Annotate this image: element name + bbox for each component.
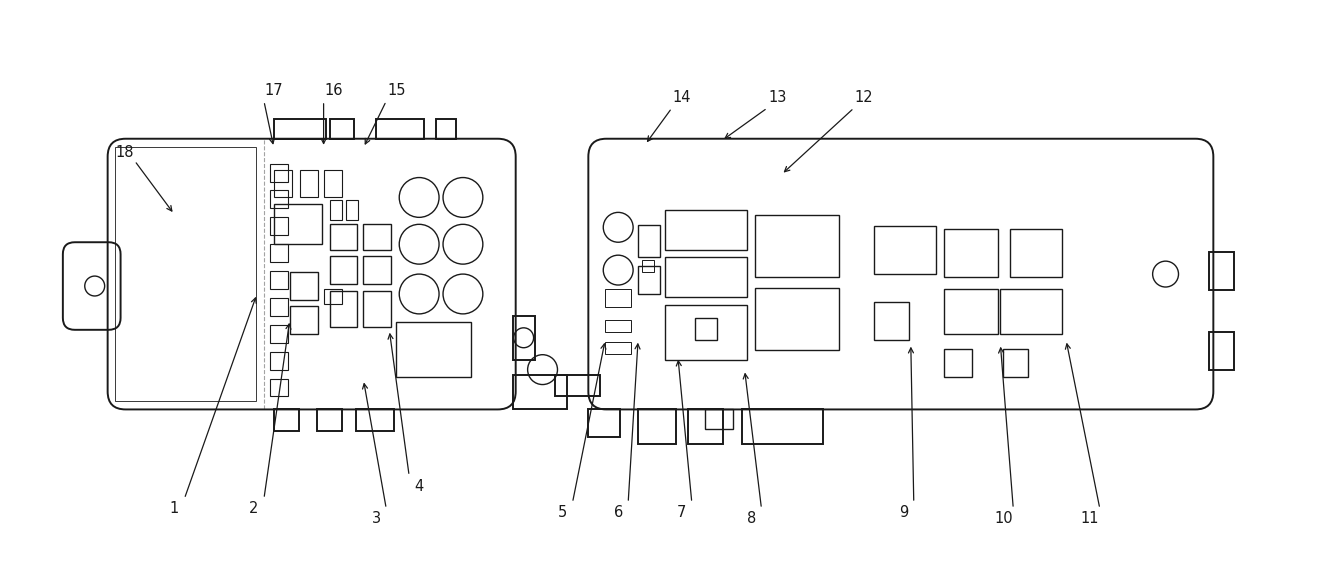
- Bar: [356, 409, 394, 431]
- Bar: [874, 302, 909, 340]
- Bar: [330, 256, 357, 284]
- Bar: [290, 272, 318, 300]
- Bar: [270, 217, 287, 235]
- Bar: [397, 322, 471, 377]
- Bar: [944, 229, 998, 277]
- Bar: [324, 289, 341, 304]
- Bar: [364, 256, 391, 284]
- Bar: [605, 289, 631, 307]
- Bar: [1003, 349, 1028, 377]
- Bar: [666, 210, 746, 250]
- Bar: [330, 291, 357, 327]
- Text: 7: 7: [677, 505, 687, 520]
- Bar: [274, 204, 322, 244]
- Bar: [316, 409, 341, 431]
- Text: 10: 10: [994, 512, 1012, 526]
- Bar: [513, 316, 535, 360]
- Bar: [754, 215, 840, 277]
- Bar: [605, 342, 631, 354]
- Bar: [270, 164, 287, 182]
- Bar: [115, 147, 256, 402]
- Bar: [330, 119, 355, 139]
- Bar: [638, 225, 660, 257]
- Bar: [347, 200, 358, 221]
- Bar: [638, 409, 676, 444]
- Text: 1: 1: [170, 502, 179, 516]
- Bar: [754, 288, 840, 350]
- Bar: [555, 375, 600, 396]
- Bar: [324, 169, 341, 197]
- Bar: [642, 260, 654, 272]
- Text: 12: 12: [854, 90, 874, 105]
- Text: 18: 18: [115, 145, 134, 160]
- Bar: [605, 320, 631, 332]
- Bar: [705, 409, 733, 430]
- Text: 17: 17: [265, 83, 283, 98]
- Bar: [695, 318, 717, 340]
- Text: 3: 3: [372, 512, 381, 526]
- Bar: [364, 291, 391, 327]
- Bar: [274, 119, 326, 139]
- Bar: [270, 244, 287, 262]
- Bar: [330, 200, 341, 221]
- Text: 2: 2: [249, 502, 258, 516]
- Bar: [666, 257, 746, 297]
- Text: 15: 15: [387, 83, 406, 98]
- Bar: [270, 298, 287, 316]
- Bar: [270, 378, 287, 396]
- Bar: [588, 409, 621, 437]
- Bar: [270, 190, 287, 208]
- Bar: [436, 119, 456, 139]
- Bar: [874, 226, 936, 274]
- Bar: [364, 224, 391, 250]
- Bar: [1000, 289, 1062, 334]
- Bar: [299, 169, 318, 197]
- Bar: [688, 409, 722, 444]
- Text: 16: 16: [324, 83, 343, 98]
- Bar: [1011, 229, 1062, 277]
- Bar: [666, 305, 746, 360]
- Bar: [330, 224, 357, 250]
- Text: 11: 11: [1081, 512, 1099, 526]
- Bar: [274, 409, 299, 431]
- Text: 14: 14: [672, 90, 691, 105]
- Bar: [274, 169, 291, 197]
- Bar: [270, 271, 287, 289]
- Bar: [513, 375, 568, 409]
- Text: 4: 4: [415, 478, 424, 494]
- Bar: [944, 349, 971, 377]
- Bar: [377, 119, 424, 139]
- Bar: [742, 409, 824, 444]
- Bar: [270, 325, 287, 343]
- Text: 9: 9: [899, 505, 908, 520]
- Text: 5: 5: [558, 505, 567, 520]
- Bar: [290, 306, 318, 334]
- Bar: [1210, 332, 1234, 370]
- Bar: [1210, 252, 1234, 290]
- Bar: [944, 289, 998, 334]
- Text: 8: 8: [747, 512, 757, 526]
- Bar: [270, 352, 287, 370]
- Bar: [638, 266, 660, 294]
- Text: 6: 6: [614, 505, 623, 520]
- Text: 13: 13: [768, 90, 787, 105]
